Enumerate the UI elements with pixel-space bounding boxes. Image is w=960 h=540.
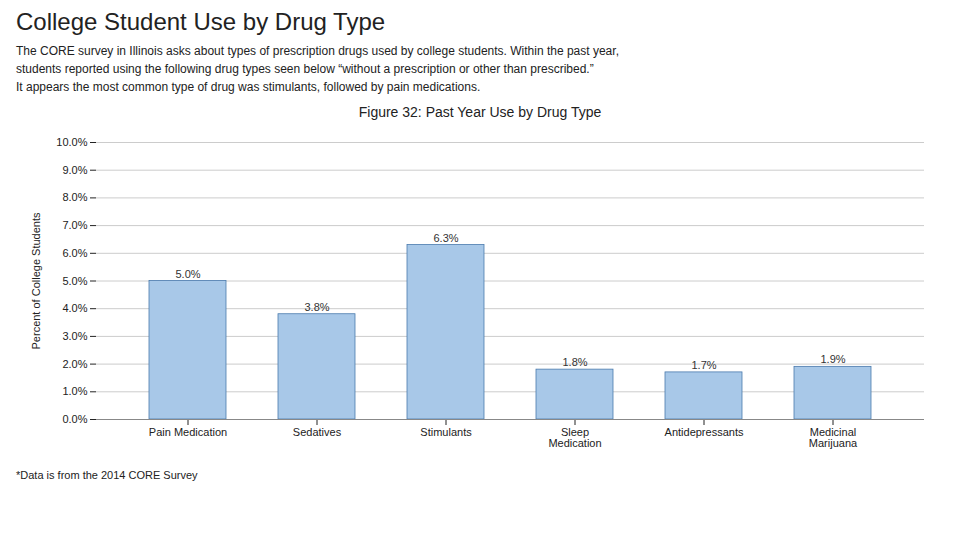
svg-text:Antidepressants: Antidepressants — [665, 426, 744, 438]
svg-text:MedicinalMarijuana: MedicinalMarijuana — [809, 426, 858, 449]
svg-text:8.0%: 8.0% — [62, 191, 87, 203]
svg-text:6.0%: 6.0% — [62, 247, 87, 259]
svg-text:3.0%: 3.0% — [62, 330, 87, 342]
svg-text:5.0%: 5.0% — [175, 268, 200, 280]
html-text:Figure 32: Past Year Use by Dr: Figure 32: Past Year Use by Drug Type — [358, 104, 602, 120]
svg-text:Sedatives: Sedatives — [293, 426, 342, 438]
svg-text:3.8%: 3.8% — [304, 301, 329, 313]
svg-text:4.0%: 4.0% — [62, 302, 87, 314]
svg-text:0.0%: 0.0% — [62, 413, 87, 425]
svg-text:1.8%: 1.8% — [562, 356, 587, 368]
html-text:The CORE survey in Illinois as: The CORE survey in Illinois asks about t… — [16, 44, 619, 94]
svg-text:Pain Medication: Pain Medication — [149, 426, 227, 438]
svg-text:10.0%: 10.0% — [56, 136, 87, 148]
svg-text:9.0%: 9.0% — [62, 164, 87, 176]
svg-text:Stimulants: Stimulants — [420, 426, 472, 438]
svg-text:1.7%: 1.7% — [691, 359, 716, 371]
html-text:College Student Use by Drug Ty: College Student Use by Drug Type — [16, 8, 386, 35]
svg-text:1.9%: 1.9% — [820, 353, 845, 365]
svg-text:SleepMedication: SleepMedication — [548, 426, 601, 449]
svg-text:Percent of College Students: Percent of College Students — [30, 212, 42, 349]
svg-text:7.0%: 7.0% — [62, 219, 87, 231]
svg-text:1.0%: 1.0% — [62, 385, 87, 397]
svg-text:5.0%: 5.0% — [62, 275, 87, 287]
svg-text:2.0%: 2.0% — [62, 358, 87, 370]
html-text:*Data is from the 2014 CORE Su: *Data is from the 2014 CORE Survey — [16, 469, 198, 481]
svg-text:6.3%: 6.3% — [433, 232, 458, 244]
